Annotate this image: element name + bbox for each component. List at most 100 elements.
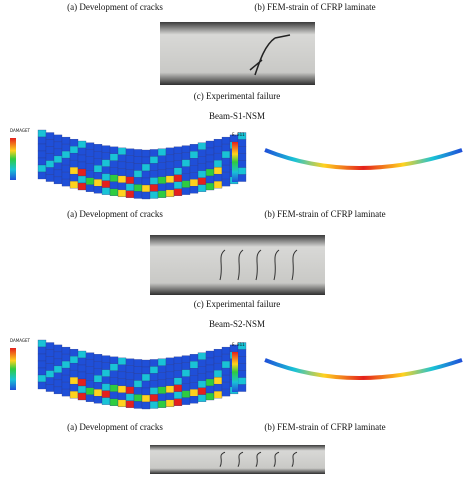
mesh-cell	[181, 187, 191, 195]
mesh-cell	[237, 377, 247, 385]
mesh-cell	[189, 389, 199, 397]
mesh-cell	[173, 174, 183, 182]
mesh-cell	[189, 186, 199, 194]
mesh-cell	[205, 378, 215, 387]
mesh-cell	[117, 168, 127, 177]
beam-title: Beam-S2-NSM	[209, 319, 265, 329]
mesh-cell	[45, 370, 55, 378]
mesh-cell	[85, 380, 95, 388]
mesh-cell	[93, 186, 103, 194]
mesh-cell	[125, 365, 135, 373]
mesh-cell	[109, 384, 119, 392]
photo-bg	[150, 235, 325, 295]
mesh-cell	[141, 170, 151, 179]
strain-model: E, E11	[232, 342, 463, 392]
mesh-cell	[165, 154, 175, 163]
mesh-cell	[37, 360, 47, 369]
mesh-cell	[157, 379, 167, 387]
mesh-cell	[149, 366, 159, 374]
mesh-cell	[61, 143, 71, 152]
mesh-cell	[125, 386, 135, 394]
mesh-cell	[133, 380, 143, 388]
mesh-cell	[213, 376, 223, 385]
mesh-cell	[157, 183, 167, 191]
legend-bar	[10, 138, 16, 180]
mesh-cell	[205, 161, 215, 170]
mesh-cell	[157, 162, 167, 170]
mesh-cell	[197, 184, 207, 192]
mesh-cell	[85, 163, 95, 171]
mesh-cell	[61, 346, 71, 355]
mesh-cell	[189, 151, 199, 159]
mesh-cell	[181, 166, 191, 174]
mesh-cell	[117, 364, 127, 373]
mesh-cell	[221, 150, 231, 159]
mesh-cell	[37, 150, 47, 159]
mesh-cell	[101, 152, 111, 160]
mesh-cell	[173, 146, 183, 154]
mesh-cell	[109, 160, 119, 168]
mesh-cell	[117, 392, 127, 401]
mesh-cell	[189, 382, 199, 390]
mesh-cell	[133, 401, 143, 409]
mesh-cell	[149, 401, 159, 409]
mesh-cell	[205, 182, 215, 191]
mesh-cell	[125, 169, 135, 177]
mesh-cell	[37, 353, 47, 362]
mesh-cell	[77, 175, 87, 184]
mesh-cell	[237, 356, 247, 364]
mesh-cell	[117, 371, 127, 380]
mesh-cell	[61, 360, 71, 369]
legend-bar	[10, 348, 16, 390]
mesh-cell	[221, 367, 231, 376]
mesh-cell	[165, 371, 175, 380]
mesh-cell	[221, 178, 231, 187]
caption: (c) Experimental failure	[194, 91, 280, 101]
mesh-cell	[85, 352, 95, 360]
mesh-cell	[45, 160, 55, 168]
mesh-cell	[109, 167, 119, 175]
mesh-cell	[141, 149, 151, 158]
caption: (a) Development of cracks	[67, 209, 163, 219]
mesh-cell	[77, 350, 87, 359]
mesh-cell	[109, 188, 119, 196]
mesh-cell	[101, 173, 111, 181]
mesh-cell	[45, 342, 55, 350]
legend-bar	[232, 142, 238, 182]
mesh-cell	[141, 394, 151, 403]
mesh-cell	[61, 136, 71, 145]
mesh-cell	[181, 383, 191, 391]
mesh-cell	[69, 383, 79, 392]
mesh-cell	[181, 369, 191, 377]
mesh-cell	[205, 168, 215, 177]
mesh-cell	[149, 149, 159, 157]
mesh-cell	[125, 176, 135, 184]
mesh-cell	[165, 364, 175, 373]
mesh-cell	[221, 360, 231, 369]
mesh-cell	[69, 138, 79, 147]
mesh-cell	[133, 149, 143, 157]
mesh-cell	[37, 346, 47, 355]
mesh-cell	[133, 387, 143, 395]
mesh-cell	[53, 344, 63, 353]
mesh-cell	[77, 357, 87, 366]
mesh-cell	[93, 361, 103, 369]
mesh-cell	[205, 350, 215, 359]
caption: (b) FEM-strain of CFRP laminate	[264, 422, 385, 432]
mesh-cell	[93, 389, 103, 397]
legend-title: E, E11	[232, 132, 245, 137]
mesh-cell	[157, 155, 167, 163]
mesh-cell	[157, 372, 167, 380]
mesh-cell	[133, 373, 143, 381]
mesh-cell	[101, 376, 111, 384]
mesh-cell	[213, 180, 223, 189]
mesh-cell	[173, 160, 183, 168]
mesh-cell	[101, 362, 111, 370]
mesh-cell	[205, 385, 215, 394]
mesh-cell	[61, 178, 71, 187]
mesh-cell	[189, 144, 199, 152]
mesh-cell	[61, 157, 71, 166]
mesh-cell	[197, 149, 207, 157]
